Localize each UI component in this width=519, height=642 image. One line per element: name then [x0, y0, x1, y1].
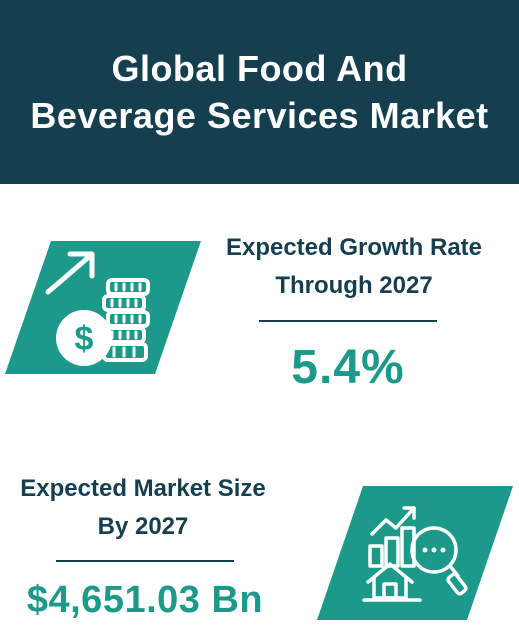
money-growth-icon: $	[45, 251, 150, 366]
market-size-label: Expected Market Size By 2027	[20, 475, 266, 540]
page-title: Global Food And Beverage Services Market	[30, 48, 489, 136]
market-analysis-icon	[362, 506, 468, 602]
growth-rate-value: 5.4%	[291, 341, 405, 394]
market-size-value: $4,651.03 Bn	[26, 579, 264, 621]
svg-text:$: $	[75, 320, 94, 358]
growth-rate-label: Expected Growth Rate Through 2027	[225, 234, 483, 299]
divider	[259, 320, 437, 322]
divider	[56, 560, 234, 562]
header-banner: Global Food And Beverage Services Market	[0, 0, 519, 184]
